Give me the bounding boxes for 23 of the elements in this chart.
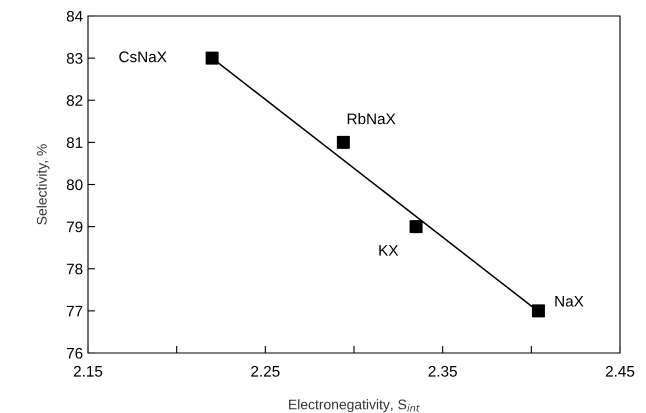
- x-axis-title: Electronegativity, S$_{int}$: [289, 399, 420, 412]
- y-tick-label: 83: [66, 52, 82, 64]
- y-tick-label: 77: [66, 306, 82, 316]
- annotation: KX: [379, 245, 398, 256]
- x-tick-label: 2.35: [428, 366, 457, 377]
- point: [336, 136, 350, 149]
- y-tick-label: 84: [66, 10, 83, 22]
- y-tick-label: 76: [66, 348, 82, 359]
- point: [206, 52, 219, 65]
- annotation: NaX: [555, 296, 584, 307]
- x-tick-label: 2.45: [606, 366, 634, 377]
- point: [532, 304, 545, 318]
- y-axis-title: Selectivity, %: [36, 144, 50, 225]
- x-tick-label: 2.15: [74, 366, 102, 377]
- annotation: CsNaX: [119, 51, 167, 62]
- y-tick-label: 78: [66, 264, 82, 274]
- y-tick-label: 80: [66, 179, 83, 190]
- point: [410, 220, 423, 234]
- y-tick-label: 81: [66, 137, 82, 148]
- y-tick-label: 82: [66, 95, 82, 106]
- x-tick-label: 2.25: [251, 366, 280, 377]
- y-tick-label: 79: [66, 221, 82, 232]
- annotation: RbNaX: [348, 113, 396, 124]
